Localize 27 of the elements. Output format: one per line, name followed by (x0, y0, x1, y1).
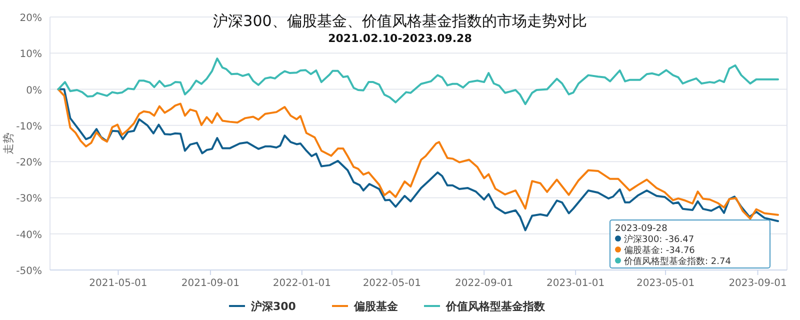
x-tick-label: 2022-05-01 (362, 278, 421, 289)
x-tick-label: 2023-01-01 (546, 278, 605, 289)
y-axis-title: 走势 (2, 132, 15, 154)
text: 2021.02.10-2023.09.28 (328, 32, 472, 45)
legend-label: 价值风格型基金指数 (445, 300, 546, 313)
x-tick-label: 2022-01-01 (272, 278, 331, 289)
x-tick-label: 2022-09-01 (455, 278, 514, 289)
y-tick-label: -10% (16, 121, 42, 132)
y-tick-label: -40% (16, 230, 42, 241)
x-tick-label: 2023-09-01 (728, 278, 787, 289)
annotation: 2023-09-28 (615, 224, 668, 234)
y-tick-label: 20% (20, 13, 42, 24)
x-tick-label: 2021-05-01 (89, 278, 148, 289)
chart-title: 沪深300、偏股基金、价值风格基金指数的市场走势对比 (213, 12, 587, 30)
y-tick-label: -20% (16, 158, 42, 169)
y-tick-label: -50% (16, 266, 42, 277)
y-tick-label: -30% (16, 194, 42, 205)
y-tick-label: 0% (26, 85, 42, 96)
legend-label: 沪深300 (250, 300, 296, 313)
y-tick-label: 10% (20, 49, 42, 60)
annotation: 价值风格型基金指数: 2.74 (623, 256, 732, 267)
annotation: 偏股基金: -34.76 (624, 245, 696, 256)
legend-label: 偏股基金 (353, 300, 399, 313)
annotation: 沪深300: -36.47 (624, 234, 694, 245)
line-series (57, 58, 779, 106)
x-tick-label: 2023-05-01 (636, 278, 695, 289)
x-tick-label: 2021-09-01 (181, 278, 240, 289)
